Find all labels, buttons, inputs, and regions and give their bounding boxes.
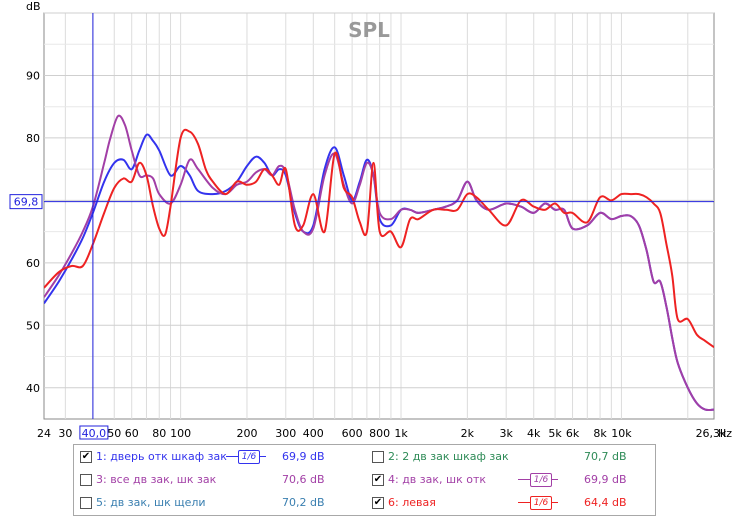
cursor-y-box bbox=[9, 194, 43, 210]
legend-label-1[interactable]: 1: дверь отк шкаф зак bbox=[96, 450, 227, 463]
y-tick-label: 80 bbox=[26, 132, 40, 145]
x-tick-label: 26,3k bbox=[696, 427, 727, 440]
legend-checkbox-4[interactable]: ✔ bbox=[372, 474, 384, 486]
legend-item-3: 3: все дв зак, шк зак 70,6 dB bbox=[74, 472, 655, 488]
legend-item-4: ✔ 4: дв зак, шк отк 1/6 69,9 dB bbox=[74, 472, 655, 488]
smoothing-label-6: 1/6 bbox=[530, 496, 552, 510]
spl-chart[interactable]: 405060708090 243050608010020030040060080… bbox=[0, 0, 737, 440]
smoothing-label-4: 1/6 bbox=[530, 473, 552, 487]
smoothing-indicator-4[interactable]: 1/6 bbox=[518, 473, 558, 487]
x-tick-label: 4k bbox=[527, 427, 541, 440]
y-tick-label: 60 bbox=[26, 257, 40, 270]
x-tick-label: 5k bbox=[548, 427, 562, 440]
legend-label-2[interactable]: 2: 2 дв зак шкаф зак bbox=[388, 450, 509, 463]
legend-label-5[interactable]: 5: дв зак, шк щели bbox=[96, 496, 206, 509]
legend-item-1: ✔ 1: дверь отк шкаф зак 1/6 69,9 dB bbox=[74, 449, 655, 465]
x-tick-label: 800 bbox=[369, 427, 390, 440]
cursor-y-label: 69,8 bbox=[14, 196, 39, 209]
legend-item-2: 2: 2 дв зак шкаф зак 70,7 dB bbox=[74, 449, 655, 465]
legend-label-4[interactable]: 4: дв зак, шк отк bbox=[388, 473, 487, 486]
x-tick-label: 80 bbox=[152, 427, 166, 440]
legend-value-6: 64,4 dB bbox=[584, 496, 627, 509]
x-tick-label: 10k bbox=[611, 427, 632, 440]
legend-checkbox-2[interactable] bbox=[372, 451, 384, 463]
legend-panel: ✔ 1: дверь отк шкаф зак 1/6 69,9 dB 2: 2 дв … bbox=[73, 444, 656, 516]
legend-label-6[interactable]: 6: левая bbox=[388, 496, 436, 509]
x-tick-label: 30 bbox=[58, 427, 72, 440]
series-line-дв-зак-шк-отк bbox=[44, 114, 714, 412]
x-tick-label: 600 bbox=[342, 427, 363, 440]
cursor-x-box bbox=[79, 425, 109, 440]
x-axis-unit: Hz bbox=[718, 427, 732, 440]
legend-value-1: 69,9 dB bbox=[282, 450, 325, 463]
legend-label-3[interactable]: 3: все дв зак, шк зак bbox=[96, 473, 217, 486]
series-line-левая bbox=[44, 128, 714, 349]
x-tick-label: 400 bbox=[303, 427, 324, 440]
x-tick-label: 6k bbox=[566, 427, 580, 440]
legend-checkbox-6[interactable]: ✔ bbox=[372, 497, 384, 509]
smoothing-indicator-6[interactable]: 1/6 bbox=[518, 496, 558, 510]
y-tick-label: 50 bbox=[26, 319, 40, 332]
y-tick-label: 90 bbox=[26, 69, 40, 82]
x-tick-label: 200 bbox=[236, 427, 257, 440]
x-tick-label: 300 bbox=[275, 427, 296, 440]
y-axis-unit: dB bbox=[26, 0, 41, 13]
legend-value-3: 70,6 dB bbox=[282, 473, 325, 486]
legend-item-5: 5: дв зак, шк щели 70,2 dB bbox=[74, 495, 655, 511]
x-tick-label: 24 bbox=[37, 427, 51, 440]
x-tick-label: 50 bbox=[107, 427, 121, 440]
legend-value-2: 70,7 dB bbox=[584, 450, 627, 463]
legend-checkbox-1[interactable]: ✔ bbox=[80, 451, 92, 463]
legend-checkbox-5[interactable] bbox=[80, 497, 92, 509]
legend-value-4: 69,9 dB bbox=[584, 473, 627, 486]
smoothing-label-1: 1/6 bbox=[238, 450, 260, 464]
legend-checkbox-3[interactable] bbox=[80, 474, 92, 486]
x-tick-label: 1k bbox=[394, 427, 408, 440]
x-tick-label: 3k bbox=[499, 427, 513, 440]
legend-value-5: 70,2 dB bbox=[282, 496, 325, 509]
chart-title: SPL bbox=[348, 18, 390, 42]
x-tick-label: 8k bbox=[593, 427, 607, 440]
legend-item-6: ✔ 6: левая 1/6 64,4 dB bbox=[74, 495, 655, 511]
cursor-x-label: 40,0 bbox=[82, 427, 107, 440]
y-tick-label: 40 bbox=[26, 382, 40, 395]
x-tick-label: 100 bbox=[170, 427, 191, 440]
x-tick-label: 2k bbox=[461, 427, 475, 440]
x-tick-label: 60 bbox=[125, 427, 139, 440]
smoothing-indicator-1[interactable]: 1/6 bbox=[226, 450, 266, 464]
